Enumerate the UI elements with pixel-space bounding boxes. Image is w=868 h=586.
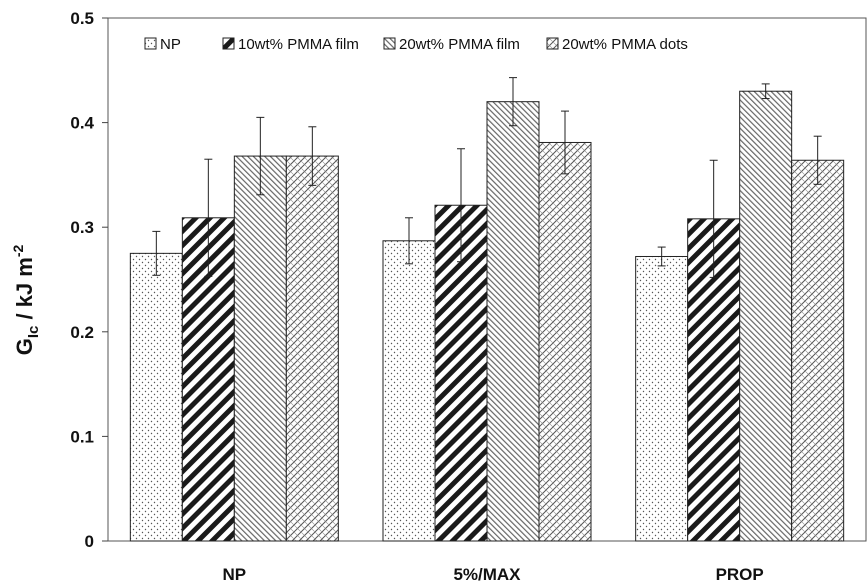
bar <box>791 159 845 542</box>
legend-swatch <box>144 37 157 50</box>
x-category-label: PROP <box>716 565 764 584</box>
legend-entry-label: 10wt% PMMA film <box>238 36 359 53</box>
legend-entry-label: 20wt% PMMA dots <box>562 36 688 53</box>
y-tick-label: 0.4 <box>70 114 94 133</box>
bar <box>486 101 540 542</box>
error-bars <box>152 77 822 278</box>
legend-swatch <box>383 37 396 50</box>
bar <box>739 90 793 542</box>
y-tick-label: 0.5 <box>70 9 94 28</box>
x-category-label: 5%/MAX <box>453 565 521 584</box>
legend-entry-label: 20wt% PMMA film <box>399 36 520 53</box>
bar <box>635 255 689 542</box>
legend-entry-label: NP <box>160 36 181 53</box>
y-axis: 0 0.1 0.2 0.3 0.4 0.5 <box>70 9 108 551</box>
bar <box>382 240 436 542</box>
y-tick-label: 0 <box>85 532 94 551</box>
bar <box>129 252 183 542</box>
y-tick-label: 0.2 <box>70 323 94 342</box>
y-tick-label: 0.3 <box>70 218 94 237</box>
bar <box>233 155 287 542</box>
x-axis: NP 5%/MAX PROP <box>223 565 764 584</box>
x-category-label: NP <box>223 565 247 584</box>
y-axis-title: GIc / kJ m-2 <box>10 245 42 356</box>
legend: NP 10wt% PMMA film 20wt% PMMA film 20wt% PM… <box>144 36 688 53</box>
legend-swatch <box>546 37 559 50</box>
bar <box>285 155 339 542</box>
bar <box>538 141 592 542</box>
legend-swatch <box>222 37 235 50</box>
y-tick-label: 0.1 <box>70 427 94 446</box>
